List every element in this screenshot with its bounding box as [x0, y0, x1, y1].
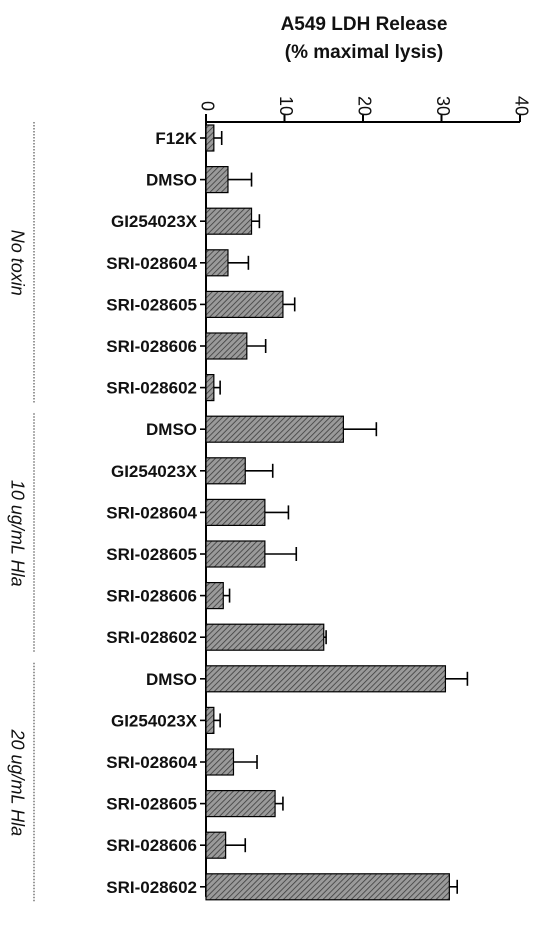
bar [205, 748, 235, 776]
category-label: SRI-028606 [106, 337, 197, 356]
bar [205, 332, 248, 360]
bar [205, 249, 229, 277]
category-label: SRI-028602 [106, 379, 197, 398]
x-tick-label: 40 [511, 96, 531, 116]
category-label: SRI-028606 [106, 587, 197, 606]
bar [205, 415, 344, 443]
category-label: SRI-028606 [106, 836, 197, 855]
bar [205, 706, 215, 735]
bar [205, 457, 246, 485]
category-label: GI254023X [111, 462, 198, 481]
category-label: SRI-028602 [106, 878, 197, 897]
bar [205, 374, 215, 402]
bar [205, 166, 229, 194]
category-label: SRI-028604 [106, 254, 197, 273]
chart-title: A549 LDH Release [281, 14, 448, 35]
group-label: No toxin [7, 230, 27, 296]
bar [205, 623, 325, 651]
category-label: SRI-028605 [106, 295, 197, 314]
x-tick-label: 20 [354, 96, 374, 116]
bar [205, 540, 266, 568]
x-tick-label: 30 [433, 96, 453, 116]
bar [205, 665, 447, 693]
bar [205, 831, 227, 859]
category-labels: F12K DMSO GI254023X SRI-028604 SRI-028605 SRI… [106, 129, 197, 897]
category-label: GI254023X [111, 711, 198, 730]
category-label: GI254023X [111, 212, 198, 231]
bar [205, 789, 276, 818]
category-label: SRI-028604 [106, 503, 197, 522]
x-tick-label: 10 [276, 96, 296, 116]
bar [205, 290, 284, 318]
category-label: F12K [155, 129, 197, 148]
category-label: DMSO [146, 420, 197, 439]
bar [205, 581, 224, 610]
x-tick-label: 0 [197, 101, 217, 111]
bar [205, 207, 253, 235]
category-label: SRI-028604 [106, 753, 197, 772]
category-label: SRI-028605 [106, 795, 197, 814]
category-label: SRI-028605 [106, 545, 197, 564]
group-labels: No toxin 10 ug/mL Hla 20 ug/mL Hla [7, 122, 35, 903]
category-label: DMSO [146, 171, 197, 190]
category-label: DMSO [146, 670, 197, 689]
group-label: 10 ug/mL Hla [7, 480, 27, 587]
bar [205, 873, 450, 901]
bars [205, 124, 469, 901]
chart-subtitle: (% maximal lysis) [285, 42, 443, 63]
bar [205, 498, 266, 526]
group-label: 20 ug/mL Hla [7, 728, 27, 836]
bar [205, 124, 215, 152]
category-label: SRI-028602 [106, 628, 197, 647]
